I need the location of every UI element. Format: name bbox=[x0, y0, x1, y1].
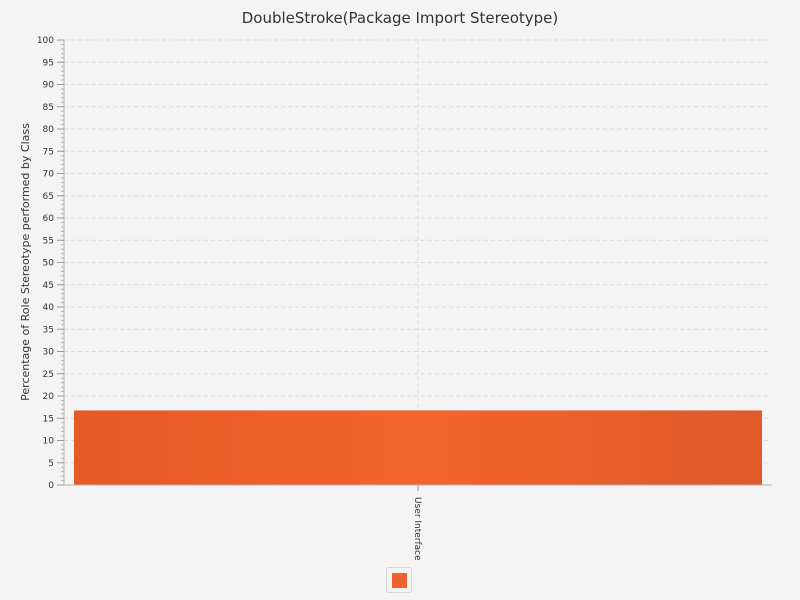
y-tick-label: 75 bbox=[43, 147, 54, 157]
y-tick-label: 30 bbox=[43, 348, 55, 358]
chart-title: DoubleStroke(Package Import Stereotype) bbox=[242, 9, 559, 27]
y-tick-label: 0 bbox=[48, 481, 54, 491]
y-tick-label: 60 bbox=[43, 214, 55, 224]
y-tick-label: 90 bbox=[43, 81, 55, 91]
y-tick-label: 25 bbox=[43, 370, 54, 380]
x-tick-label: User Interface bbox=[412, 497, 422, 561]
y-tick-label: 5 bbox=[48, 459, 54, 469]
legend-swatch bbox=[392, 573, 407, 588]
bars bbox=[74, 410, 762, 486]
y-tick-label: 95 bbox=[43, 58, 54, 68]
y-tick-label: 100 bbox=[37, 36, 54, 46]
y-tick-label: 65 bbox=[43, 192, 54, 202]
y-tick-label: 20 bbox=[43, 392, 55, 402]
y-tick-label: 15 bbox=[43, 414, 54, 424]
y-tick-label: 45 bbox=[43, 281, 54, 291]
bar bbox=[74, 410, 762, 486]
y-tick-label: 55 bbox=[43, 236, 54, 246]
legend bbox=[386, 567, 412, 593]
y-tick-label: 50 bbox=[43, 259, 55, 269]
y-tick-label: 35 bbox=[43, 325, 54, 335]
y-tick-label: 85 bbox=[43, 103, 54, 113]
grid bbox=[64, 39, 772, 485]
y-tick-label: 80 bbox=[43, 125, 55, 135]
y-tick-label: 10 bbox=[43, 437, 55, 447]
y-tick-label: 70 bbox=[43, 170, 55, 180]
y-tick-label: 40 bbox=[43, 303, 55, 313]
x-axis-ticks: User Interface bbox=[412, 485, 422, 561]
y-axis-label: Percentage of Role Stereotype performed … bbox=[19, 123, 32, 401]
y-axis-ticks: 0 5 10 15 20 25 30 35 40 45 50 55 60 65 70 75 80 85 90 95 10… bbox=[37, 36, 64, 491]
